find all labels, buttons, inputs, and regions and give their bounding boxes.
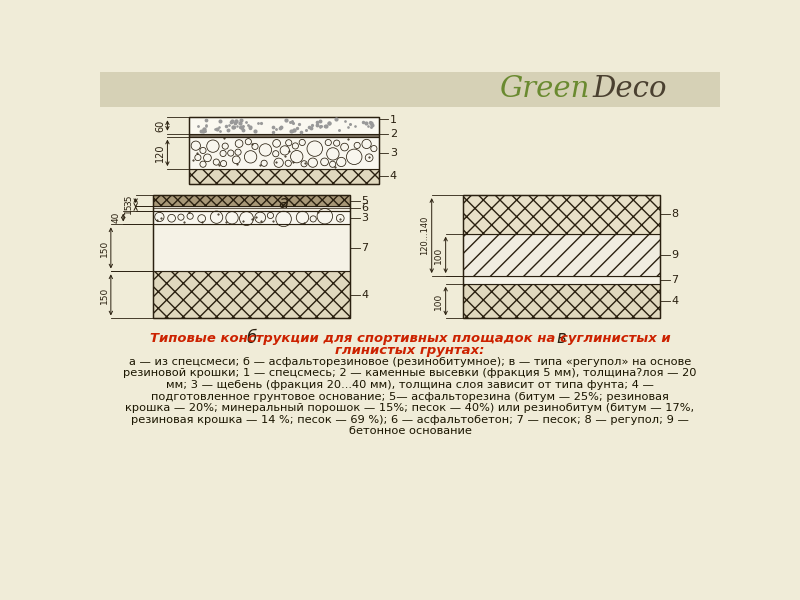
Bar xyxy=(153,195,350,319)
Bar xyxy=(189,137,379,169)
Bar xyxy=(462,284,660,319)
Text: бетонное основание: бетонное основание xyxy=(349,426,471,436)
Text: 6: 6 xyxy=(361,203,368,213)
Text: 2: 2 xyxy=(390,128,397,139)
Bar xyxy=(153,206,350,211)
Text: 120: 120 xyxy=(155,143,165,162)
Text: 7: 7 xyxy=(361,243,368,253)
Text: 3: 3 xyxy=(361,212,368,223)
Text: 3: 3 xyxy=(390,148,397,158)
Text: 8: 8 xyxy=(671,209,678,220)
Bar xyxy=(462,195,660,319)
Bar xyxy=(153,224,350,271)
Bar xyxy=(100,72,720,107)
Text: 150: 150 xyxy=(99,286,109,304)
Bar xyxy=(189,118,379,184)
Text: 40: 40 xyxy=(112,212,121,223)
Bar xyxy=(462,276,660,284)
Text: 9: 9 xyxy=(671,250,678,260)
Bar xyxy=(153,211,350,224)
Text: 100: 100 xyxy=(434,246,443,263)
Text: подготовленное грунтовое основание; 5— асфальторезина (битум — 25%; резиновая: подготовленное грунтовое основание; 5— а… xyxy=(151,392,669,401)
Text: а: а xyxy=(278,194,289,212)
Bar xyxy=(153,195,350,206)
Bar xyxy=(100,72,720,107)
Text: Deco: Deco xyxy=(593,76,667,103)
Text: 4: 4 xyxy=(390,172,397,181)
Text: 60: 60 xyxy=(155,119,165,131)
Text: 1: 1 xyxy=(390,115,397,125)
Bar xyxy=(462,195,660,233)
Text: глинистых грунтах:: глинистых грунтах: xyxy=(335,344,485,357)
Text: а — из спецсмеси; б — асфальторезиновое (резинобитумное); в — типа «регупол» на : а — из спецсмеси; б — асфальторезиновое … xyxy=(129,357,691,367)
Text: б: б xyxy=(246,329,256,347)
Text: 4: 4 xyxy=(361,290,368,300)
Text: 5: 5 xyxy=(361,196,368,206)
Bar xyxy=(153,271,350,319)
Bar xyxy=(189,134,379,137)
Text: в: в xyxy=(556,329,566,347)
Bar xyxy=(189,169,379,184)
Text: мм; 3 — щебень (фракция 20...40 мм), толщина слоя зависит от типа фунта; 4 —: мм; 3 — щебень (фракция 20...40 мм), тол… xyxy=(166,380,654,390)
Text: 7: 7 xyxy=(671,275,678,285)
Text: резиновой крошки; 1 — спецсмесь; 2 — каменные высевки (фракция 5 мм), толщина?ло: резиновой крошки; 1 — спецсмесь; 2 — кам… xyxy=(123,368,697,379)
Text: Green: Green xyxy=(499,76,590,103)
Text: резиновая крошка — 14 %; песок — 69 %); 6 — асфальтобетон; 7 — песок; 8 — регупо: резиновая крошка — 14 %; песок — 69 %); … xyxy=(131,415,689,425)
Text: 4: 4 xyxy=(671,296,678,306)
Text: 15: 15 xyxy=(124,203,134,214)
Text: 100: 100 xyxy=(434,292,443,310)
Text: крошка — 20%; минеральный порошок — 15%; песок — 40%) или резинобитум (битум — 1: крошка — 20%; минеральный порошок — 15%;… xyxy=(126,403,694,413)
Bar xyxy=(462,233,660,276)
Text: Типовые конструкции для спортивных площадок на суглинистых и: Типовые конструкции для спортивных площа… xyxy=(150,332,670,345)
Text: 150: 150 xyxy=(99,239,109,257)
Text: 120...140: 120...140 xyxy=(420,216,430,256)
Text: 35: 35 xyxy=(124,195,134,206)
Bar xyxy=(189,118,379,134)
